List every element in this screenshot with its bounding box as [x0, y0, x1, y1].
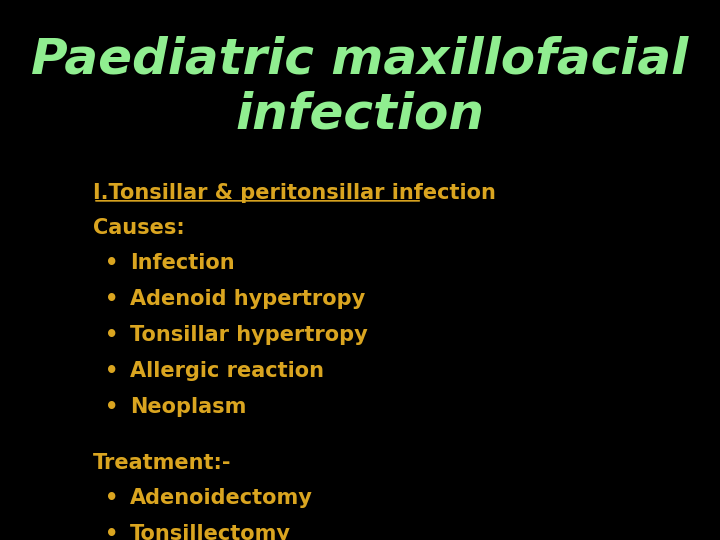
Text: Infection: Infection — [130, 253, 235, 273]
Text: Allergic reaction: Allergic reaction — [130, 361, 324, 381]
Text: •: • — [106, 253, 119, 273]
Text: Adenoid hypertropy: Adenoid hypertropy — [130, 289, 366, 309]
Text: Causes:: Causes: — [93, 218, 185, 239]
Text: Treatment:-: Treatment:- — [93, 454, 232, 474]
Text: •: • — [106, 488, 119, 508]
Text: I.Tonsillar & peritonsillar infection: I.Tonsillar & peritonsillar infection — [93, 183, 496, 203]
Text: Adenoidectomy: Adenoidectomy — [130, 488, 313, 508]
Text: •: • — [106, 289, 119, 309]
Text: Paediatric maxillofacial
infection: Paediatric maxillofacial infection — [32, 35, 688, 139]
Text: •: • — [106, 325, 119, 345]
Text: •: • — [106, 397, 119, 417]
Text: •: • — [106, 361, 119, 381]
Text: Tonsillectomy: Tonsillectomy — [130, 524, 292, 540]
Text: •: • — [106, 524, 119, 540]
Text: Tonsillar hypertropy: Tonsillar hypertropy — [130, 325, 368, 345]
Text: Neoplasm: Neoplasm — [130, 397, 247, 417]
